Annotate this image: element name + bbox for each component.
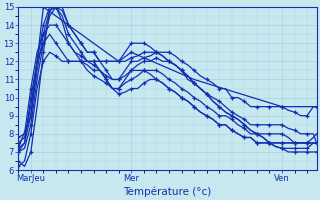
- X-axis label: Température (°c): Température (°c): [123, 186, 212, 197]
